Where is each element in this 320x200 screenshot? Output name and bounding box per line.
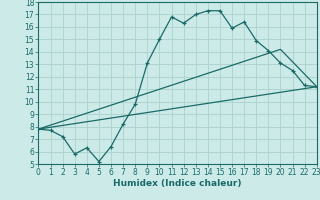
X-axis label: Humidex (Indice chaleur): Humidex (Indice chaleur) <box>113 179 242 188</box>
